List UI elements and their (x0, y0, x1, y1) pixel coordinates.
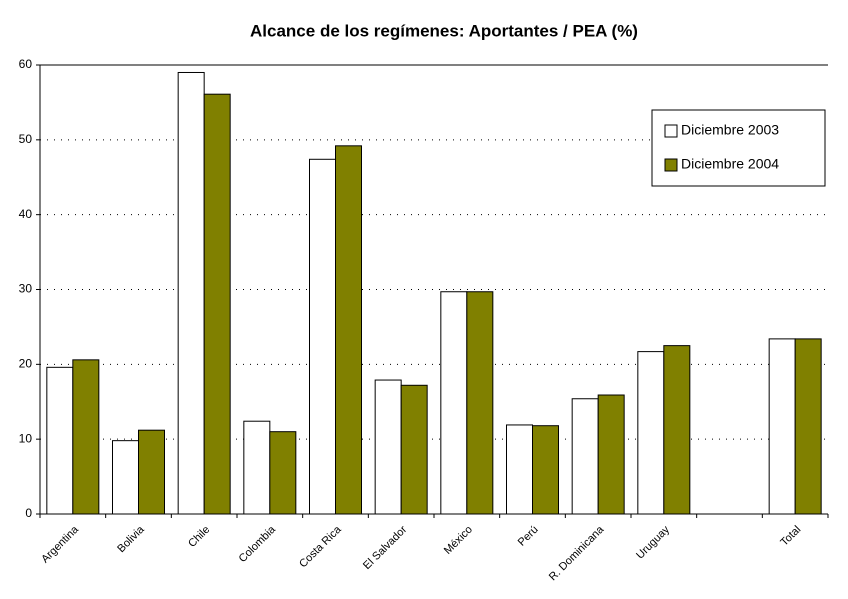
y-tick-label: 20 (19, 357, 33, 371)
x-tick-label: Colombia (237, 523, 279, 565)
bar (177, 71, 205, 515)
bar (466, 291, 494, 515)
bar (309, 158, 336, 515)
bar (243, 420, 271, 515)
x-tick-label: Chile (186, 524, 212, 550)
legend-label: Diciembre 2004 (681, 156, 779, 172)
y-tick-label: 40 (19, 207, 33, 221)
x-tick-label: Costa Rica (297, 523, 344, 570)
y-tick-label: 30 (19, 282, 33, 296)
chart-title: Alcance de los regímenes: Aportantes / P… (250, 21, 638, 40)
bar (794, 338, 822, 515)
x-tick-label: R. Dominicana (547, 523, 607, 583)
bar (637, 351, 665, 515)
x-tick-label: Bolivia (115, 523, 147, 555)
x-tick-label: Uruguay (634, 523, 672, 561)
bar (203, 93, 231, 515)
legend-swatch (664, 158, 678, 172)
bar (46, 366, 74, 515)
bar (335, 145, 362, 515)
legend-box (651, 109, 826, 187)
bar (400, 384, 428, 515)
bar (663, 345, 691, 515)
legend-label: Diciembre 2003 (681, 122, 779, 138)
bar (506, 424, 533, 515)
y-tick-label: 10 (19, 431, 33, 445)
bar (768, 338, 796, 515)
bar (269, 431, 297, 515)
bar (571, 398, 599, 515)
bar (597, 394, 625, 515)
x-tick-label: El Salvador (361, 523, 409, 571)
x-tick-label: México (442, 524, 475, 557)
bar (112, 440, 139, 515)
y-tick-label: 0 (25, 506, 32, 520)
y-tick-label: 60 (19, 57, 33, 71)
bar (374, 379, 402, 515)
x-tick-label: Perú (516, 524, 541, 549)
legend-swatch (664, 124, 678, 138)
bar (532, 425, 559, 515)
bar (440, 291, 468, 515)
x-tick-label: Argentina (39, 523, 81, 565)
x-tick-label: Total (778, 524, 803, 549)
bar (72, 359, 100, 515)
y-tick-label: 50 (19, 132, 33, 146)
bar (138, 429, 165, 515)
